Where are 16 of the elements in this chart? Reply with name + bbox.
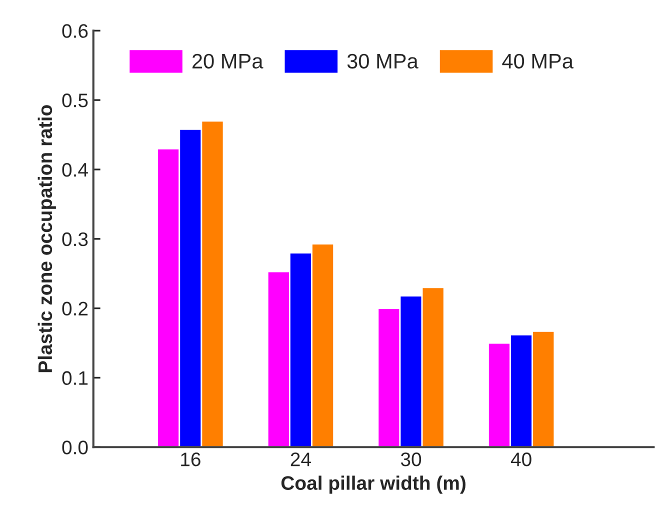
x-tick-label: 16 bbox=[181, 452, 200, 466]
y-tick-label: 0.6 bbox=[62, 24, 88, 38]
x-tick-label: 40 bbox=[510, 452, 532, 466]
y-axis-title: Plastic zone occupation ratio bbox=[38, 105, 56, 372]
x-tick-label: 30 bbox=[400, 452, 422, 466]
legend-label: 20 MPa bbox=[192, 54, 264, 69]
y-tick-label: 0.3 bbox=[62, 232, 88, 246]
legend-label: 30 MPa bbox=[347, 54, 418, 69]
legend-label: 40 MPa bbox=[502, 54, 574, 69]
y-tick-label: 0.5 bbox=[62, 94, 88, 108]
y-tick-label: 0.0 bbox=[62, 440, 88, 454]
y-tick-label: 0.2 bbox=[62, 302, 88, 316]
y-tick-label: 0.1 bbox=[62, 371, 88, 385]
x-axis-title: Coal pillar width (m) bbox=[281, 476, 466, 494]
x-tick-label: 24 bbox=[290, 452, 311, 466]
y-tick-label: 0.4 bbox=[62, 162, 88, 177]
